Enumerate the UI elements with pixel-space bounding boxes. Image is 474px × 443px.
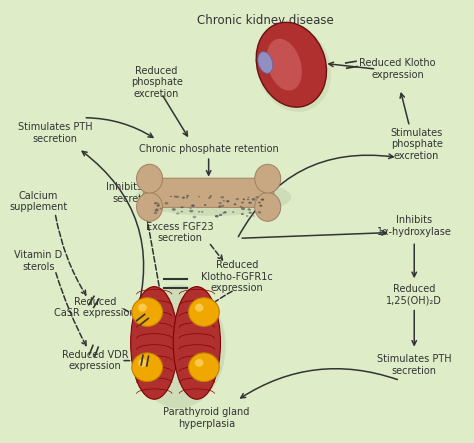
Ellipse shape [241, 207, 245, 210]
Ellipse shape [176, 213, 179, 215]
Ellipse shape [131, 285, 226, 408]
Ellipse shape [218, 206, 221, 208]
Text: Vitamin D
sterols: Vitamin D sterols [14, 250, 63, 272]
Ellipse shape [189, 353, 219, 381]
Ellipse shape [219, 214, 222, 216]
Ellipse shape [186, 195, 189, 197]
Text: Excess FGF23
secretion: Excess FGF23 secretion [146, 222, 214, 243]
Text: Reduced
Klotho-FGFR1c
expression: Reduced Klotho-FGFR1c expression [201, 260, 273, 293]
Ellipse shape [159, 208, 162, 210]
Text: Calcium
supplement: Calcium supplement [9, 191, 68, 213]
Ellipse shape [181, 206, 183, 208]
Ellipse shape [198, 211, 200, 213]
Ellipse shape [236, 198, 239, 200]
Ellipse shape [172, 208, 176, 211]
Ellipse shape [191, 204, 195, 207]
Ellipse shape [246, 215, 248, 217]
Ellipse shape [210, 195, 212, 197]
Text: Reduced Klotho
expression: Reduced Klotho expression [359, 58, 436, 80]
Text: Inhibits PTH
secretion: Inhibits PTH secretion [106, 182, 164, 204]
Ellipse shape [258, 52, 273, 74]
Ellipse shape [234, 203, 237, 205]
Ellipse shape [241, 202, 244, 204]
Ellipse shape [215, 215, 219, 218]
Ellipse shape [182, 197, 185, 198]
Ellipse shape [181, 211, 183, 212]
Ellipse shape [189, 298, 219, 326]
Ellipse shape [255, 193, 281, 222]
Ellipse shape [255, 164, 281, 193]
Ellipse shape [157, 205, 160, 207]
Ellipse shape [247, 197, 250, 198]
Ellipse shape [173, 287, 220, 399]
Ellipse shape [259, 205, 263, 207]
Text: Stimulates PTH
secretion: Stimulates PTH secretion [18, 122, 92, 144]
Ellipse shape [226, 200, 229, 202]
Ellipse shape [175, 196, 179, 198]
Text: Stimulates PTH
secretion: Stimulates PTH secretion [377, 354, 452, 376]
Ellipse shape [256, 22, 327, 107]
Ellipse shape [258, 211, 261, 214]
Ellipse shape [248, 212, 252, 214]
Ellipse shape [208, 197, 211, 199]
Ellipse shape [156, 208, 158, 210]
Ellipse shape [223, 200, 225, 202]
Ellipse shape [243, 198, 245, 200]
Text: Reduced
CaSR expression: Reduced CaSR expression [55, 297, 136, 319]
Ellipse shape [173, 195, 177, 198]
Ellipse shape [255, 196, 259, 198]
Ellipse shape [247, 199, 249, 200]
Ellipse shape [253, 215, 255, 217]
Ellipse shape [155, 209, 159, 212]
Ellipse shape [261, 198, 264, 201]
Ellipse shape [240, 206, 242, 208]
Ellipse shape [131, 287, 178, 399]
Ellipse shape [198, 196, 200, 198]
Ellipse shape [220, 196, 224, 198]
Ellipse shape [164, 202, 168, 205]
Ellipse shape [136, 179, 292, 216]
Ellipse shape [248, 202, 250, 203]
Ellipse shape [247, 208, 251, 210]
Ellipse shape [132, 353, 163, 381]
Ellipse shape [195, 359, 203, 367]
Ellipse shape [241, 213, 244, 215]
Ellipse shape [154, 202, 158, 204]
Ellipse shape [138, 303, 147, 311]
Ellipse shape [252, 198, 255, 201]
Text: Stimulates
phosphate
excretion: Stimulates phosphate excretion [391, 128, 443, 161]
Ellipse shape [189, 210, 193, 213]
Text: Chronic kidney disease: Chronic kidney disease [197, 14, 334, 27]
Ellipse shape [138, 359, 147, 367]
Ellipse shape [186, 197, 188, 198]
Ellipse shape [137, 164, 163, 193]
Ellipse shape [170, 196, 172, 197]
Ellipse shape [157, 203, 160, 205]
Ellipse shape [221, 205, 224, 207]
Ellipse shape [189, 207, 191, 209]
Ellipse shape [223, 211, 227, 214]
Ellipse shape [137, 193, 163, 222]
Text: Reduced
phosphate
excretion: Reduced phosphate excretion [131, 66, 182, 99]
Ellipse shape [232, 211, 234, 213]
Ellipse shape [256, 25, 331, 112]
Ellipse shape [195, 303, 203, 311]
Ellipse shape [222, 212, 224, 214]
Ellipse shape [204, 204, 207, 206]
Ellipse shape [154, 212, 157, 214]
Ellipse shape [219, 202, 222, 204]
Text: Chronic phosphate retention: Chronic phosphate retention [139, 144, 279, 154]
Ellipse shape [201, 211, 203, 213]
Text: Reduced VDR
expression: Reduced VDR expression [62, 350, 128, 371]
Text: Parathyroid gland
hyperplasia: Parathyroid gland hyperplasia [163, 407, 249, 429]
Ellipse shape [192, 216, 196, 218]
Ellipse shape [132, 298, 163, 326]
FancyBboxPatch shape [144, 178, 274, 207]
Ellipse shape [267, 39, 302, 91]
Ellipse shape [258, 202, 261, 203]
Text: Reduced
1,25(OH)₂D: Reduced 1,25(OH)₂D [386, 284, 442, 305]
Text: Inhibits
1α-hydroxylase: Inhibits 1α-hydroxylase [377, 215, 452, 237]
Ellipse shape [249, 202, 252, 204]
